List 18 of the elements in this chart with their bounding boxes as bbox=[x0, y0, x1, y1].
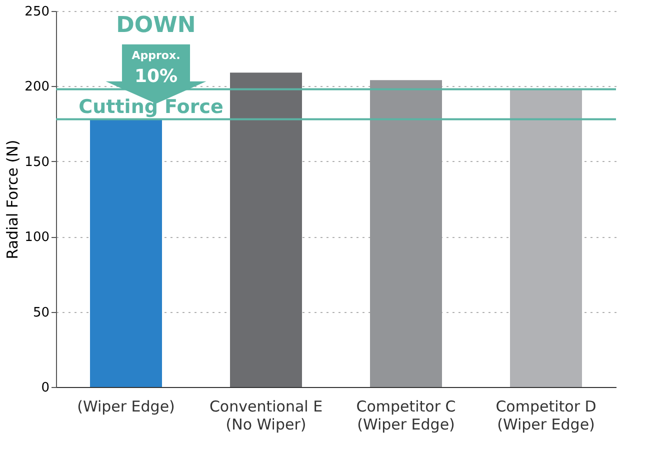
bar bbox=[370, 80, 442, 387]
annotation: 10% bbox=[134, 66, 178, 87]
x-tick-label: Conventional E (No Wiper) bbox=[209, 398, 323, 434]
y-tick-label: 200 bbox=[24, 80, 50, 95]
bar bbox=[90, 119, 162, 387]
y-tick-label: 150 bbox=[24, 154, 50, 170]
annotation: DOWN bbox=[116, 13, 196, 38]
x-tick-label: Competitor C (Wiper Edge) bbox=[356, 398, 456, 434]
bar bbox=[230, 72, 302, 387]
x-tick-label: Competitor D (Wiper Edge) bbox=[496, 398, 596, 434]
y-tick-label: 50 bbox=[32, 305, 50, 320]
x-tick-label: (Wiper Edge) bbox=[77, 398, 175, 416]
annotation: Cutting Force bbox=[78, 96, 224, 118]
annotation: Approx. bbox=[132, 49, 180, 62]
y-tick-label: 100 bbox=[24, 230, 50, 246]
y-tick-label: 250 bbox=[24, 4, 50, 20]
y-tick-label: 0 bbox=[41, 380, 50, 396]
y-axis-title: Radial Force (N) bbox=[4, 140, 22, 260]
